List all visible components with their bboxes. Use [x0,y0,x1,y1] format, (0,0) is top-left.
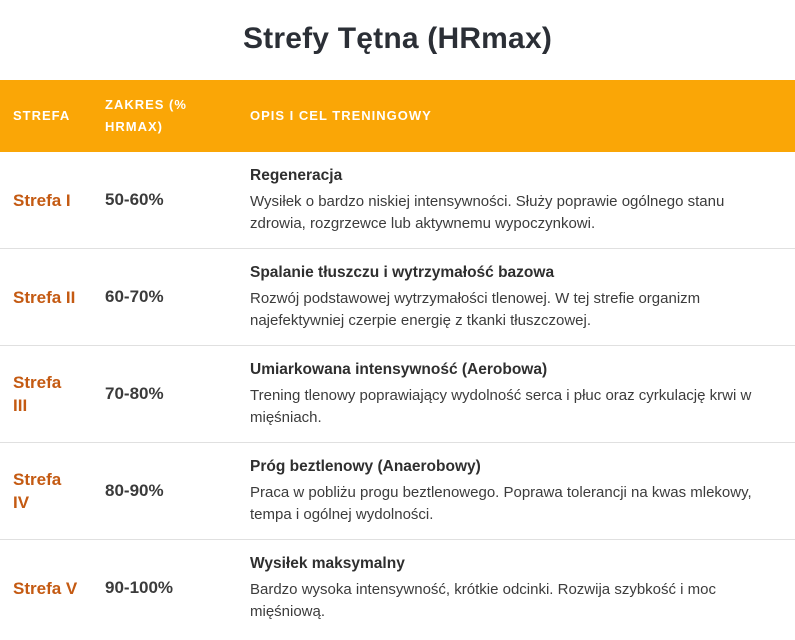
zone-heading: Umiarkowana intensywność (Aerobowa) [250,361,548,378]
table-row: Strefa IV 80-90% Próg beztlenowy (Anaero… [0,442,795,540]
zone-description: Wysiłek o bardzo niskiej intensywności. … [250,193,725,232]
zone-label: Strefa II [13,287,76,307]
zone-heading: Próg beztlenowy (Anaerobowy) [250,458,481,475]
zone-heading: Spalanie tłuszczu i wytrzymałość bazowa [250,264,555,281]
column-header-opis: OPIS I CEL TRENINGOWY [250,80,795,152]
zone-range: 70-80% [105,345,250,443]
zone-cell: Strefa III [0,345,105,443]
zone-description: Rozwój podstawowej wytrzymałości tlenowe… [250,290,701,329]
zone-range: 50-60% [105,152,250,249]
zone-label: Strefa V [13,578,78,598]
table-row: Strefa III 70-80% Umiarkowana intensywno… [0,345,795,443]
zone-description-cell: Wysiłek maksymalny Bardzo wysoka intensy… [250,539,795,636]
table-row: Strefa V 90-100% Wysiłek maksymalny Bard… [0,539,795,636]
zone-label: Strefa IV [13,470,62,512]
zone-description-cell: Regeneracja Wysiłek o bardzo niskiej int… [250,152,795,249]
zone-description-cell: Spalanie tłuszczu i wytrzymałość bazowa … [250,248,795,346]
zone-heading: Regeneracja [250,167,343,184]
zone-label: Strefa III [13,373,62,415]
zone-cell: Strefa I [0,152,105,249]
zone-description-cell: Próg beztlenowy (Anaerobowy) Praca w pob… [250,442,795,540]
zone-range: 90-100% [105,539,250,636]
zone-cell: Strefa IV [0,442,105,540]
zone-range: 80-90% [105,442,250,540]
hr-zones-table: STREFA ZAKRES (% HRMAX) OPIS I CEL TRENI… [0,80,795,636]
zone-description: Bardzo wysoka intensywność, krótkie odci… [250,581,717,620]
column-header-strefa: STREFA [0,80,105,152]
zone-label: Strefa I [13,190,71,210]
zone-description: Praca w pobliżu progu beztlenowego. Popr… [250,484,752,523]
zone-description-cell: Umiarkowana intensywność (Aerobowa) Tren… [250,345,795,443]
table-row: Strefa II 60-70% Spalanie tłuszczu i wyt… [0,248,795,346]
page-title: Strefy Tętna (HRmax) [242,22,553,55]
table-row: Strefa I 50-60% Regeneracja Wysiłek o ba… [0,152,795,249]
zone-cell: Strefa V [0,539,105,636]
page: Strefy Tętna (HRmax) STREFA ZAKRES (% HR… [0,21,795,640]
column-header-zakres-label: ZAKRES (% HRMAX) [105,97,187,134]
column-header-zakres: ZAKRES (% HRMAX) [105,80,250,152]
table-header-row: STREFA ZAKRES (% HRMAX) OPIS I CEL TRENI… [0,80,795,152]
zone-range: 60-70% [105,248,250,346]
zone-cell: Strefa II [0,248,105,346]
zone-heading: Wysiłek maksymalny [250,555,405,572]
zone-description: Trening tlenowy poprawiający wydolność s… [250,387,752,426]
